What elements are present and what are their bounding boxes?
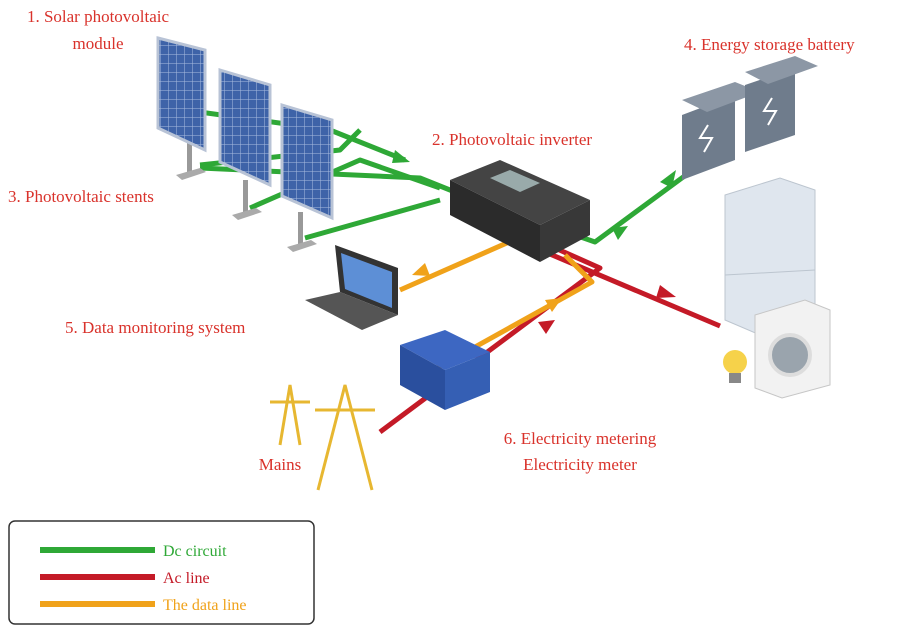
legend-label: Dc circuit [163,543,227,560]
label: 3. Photovoltaic stents [8,187,154,206]
laptop [305,245,398,330]
meter [400,330,490,410]
label: 5. Data monitoring system [65,318,245,337]
arrows [392,150,676,334]
towers [270,384,375,491]
legend-label: The data line [163,597,247,614]
legend-label: Ac line [163,570,210,587]
appliances [723,177,831,399]
label: Mains [259,455,302,474]
label: 1. Solar photovoltaic [27,7,170,26]
labels: 1. Solar photovoltaic module 2. Photovol… [8,7,855,474]
legend: Dc circuit Ac line The data line [8,520,315,625]
label: Electricity meter [523,455,637,474]
label: module [73,34,124,53]
label: 6. Electricity metering [504,429,657,448]
inverter [450,160,590,262]
data-wires [398,232,595,375]
label: 4. Energy storage battery [684,35,855,54]
label: 2. Photovoltaic inverter [432,130,592,149]
solar-panels [156,36,334,252]
batteries [682,56,818,180]
